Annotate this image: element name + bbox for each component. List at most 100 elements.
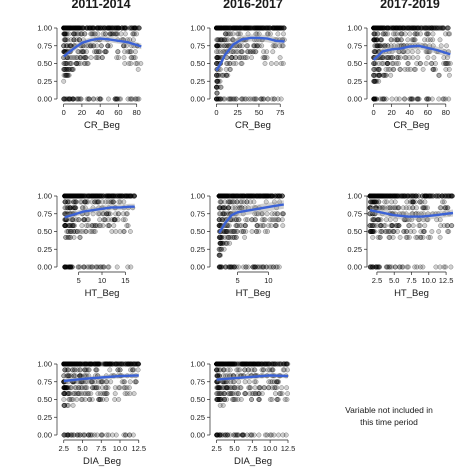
- scatter-point: [440, 96, 446, 102]
- scatter-point: [386, 234, 392, 240]
- scatter-point: [390, 55, 396, 60]
- scatter-point: [251, 432, 257, 438]
- scatter-point: [121, 432, 127, 438]
- scatter-point: [396, 96, 402, 102]
- scatter-point: [217, 193, 223, 199]
- scatter-point: [428, 193, 434, 199]
- scatter-point: [219, 43, 225, 49]
- scatter-point: [85, 223, 91, 229]
- scatter-point: [132, 379, 138, 385]
- scatter-point: [76, 37, 82, 43]
- scatter-point: [112, 217, 118, 223]
- x-tick-label: 75: [276, 108, 284, 117]
- scatter-point: [431, 55, 437, 60]
- scatter-point: [115, 31, 120, 37]
- scatter-point: [67, 199, 72, 205]
- scatter-point: [97, 96, 103, 102]
- scatter-point: [374, 37, 380, 43]
- scatter-point: [78, 31, 84, 37]
- scatter-point: [110, 432, 115, 438]
- scatter-point: [252, 367, 258, 373]
- scatter-point: [249, 55, 255, 60]
- scatter-point: [436, 229, 442, 234]
- scatter-point: [66, 43, 72, 49]
- scatter-point: [76, 61, 82, 66]
- scatter-point: [217, 402, 223, 408]
- y-tick-label: 0.00: [190, 95, 205, 104]
- scatter-point: [445, 229, 450, 234]
- scatter-point: [106, 96, 111, 102]
- scatter-point: [441, 264, 447, 270]
- scatter-point: [254, 223, 260, 229]
- scatter-point: [272, 391, 278, 396]
- scatter-point: [407, 31, 413, 37]
- scatter-point: [253, 49, 259, 55]
- scatter-point: [372, 72, 378, 78]
- scatter-panel-dia-beg-2011-2014: 0.00 0.25 0.50 0.75 1.00 2.5 5.0 7.5 10.0 12.5 DIA…: [37, 360, 146, 467]
- x-tick-label: 0: [372, 108, 376, 117]
- scatter-point: [422, 223, 428, 229]
- scatter-point: [105, 43, 111, 49]
- scatter-point: [66, 391, 72, 396]
- scatter-point: [71, 55, 77, 60]
- scatter-point: [111, 223, 117, 229]
- scatter-point: [270, 361, 276, 367]
- scatter-point: [276, 432, 281, 438]
- x-tick-label: 15: [121, 276, 129, 285]
- scatter-point: [114, 264, 120, 270]
- scatter-point: [264, 55, 270, 60]
- scatter-point: [404, 234, 410, 240]
- scatter-point: [405, 193, 411, 199]
- scatter-point: [82, 31, 88, 37]
- scatter-point: [93, 367, 99, 373]
- scatter-point: [70, 67, 76, 72]
- x-tick-label: 20: [78, 108, 86, 117]
- scatter-point: [268, 379, 274, 385]
- scatter-point: [406, 223, 412, 229]
- scatter-point: [261, 264, 267, 270]
- scatter-point: [114, 55, 120, 60]
- scatter-point: [90, 43, 96, 49]
- scatter-point: [398, 37, 404, 43]
- scatter-point: [396, 223, 402, 229]
- scatter-point: [68, 264, 74, 270]
- scatter-point: [218, 84, 223, 90]
- scatter-point: [225, 367, 231, 373]
- y-tick-label: 0.75: [347, 41, 362, 50]
- scatter-point: [96, 361, 102, 367]
- scatter-point: [443, 67, 449, 72]
- scatter-point: [98, 43, 104, 49]
- y-tick-label: 0.50: [37, 59, 52, 68]
- scatter-point: [239, 199, 245, 205]
- scatter-point: [275, 217, 281, 223]
- column-title-2016-2017: 2016-2017: [223, 0, 283, 11]
- x-tick-label: 50: [255, 108, 263, 117]
- y-tick-label: 1.00: [190, 24, 205, 33]
- scatter-point: [61, 25, 67, 31]
- scatter-point: [96, 55, 102, 60]
- scatter-point: [256, 397, 262, 402]
- scatter-point: [130, 37, 136, 43]
- scatter-point: [429, 25, 435, 31]
- scatter-point: [378, 223, 384, 229]
- scatter-point: [284, 385, 289, 391]
- scatter-point: [415, 234, 420, 240]
- scatter-point: [87, 397, 92, 402]
- scatter-point: [214, 90, 220, 96]
- y-tick-label: 0.00: [37, 95, 52, 104]
- scatter-point: [270, 43, 276, 49]
- scatter-point: [243, 223, 249, 229]
- scatter-point: [81, 25, 86, 31]
- scatter-point: [269, 397, 275, 402]
- x-tick-label: 60: [424, 108, 432, 117]
- scatter-point: [239, 61, 245, 66]
- scatter-point: [448, 264, 454, 270]
- scatter-point: [252, 25, 258, 31]
- scatter-point: [132, 49, 138, 55]
- scatter-point: [401, 25, 407, 31]
- scatter-point: [239, 361, 245, 367]
- scatter-point: [78, 49, 84, 55]
- scatter-point: [124, 211, 129, 217]
- x-tick-label: 10.0: [421, 276, 436, 285]
- x-axis-label: CR_Beg: [84, 120, 120, 131]
